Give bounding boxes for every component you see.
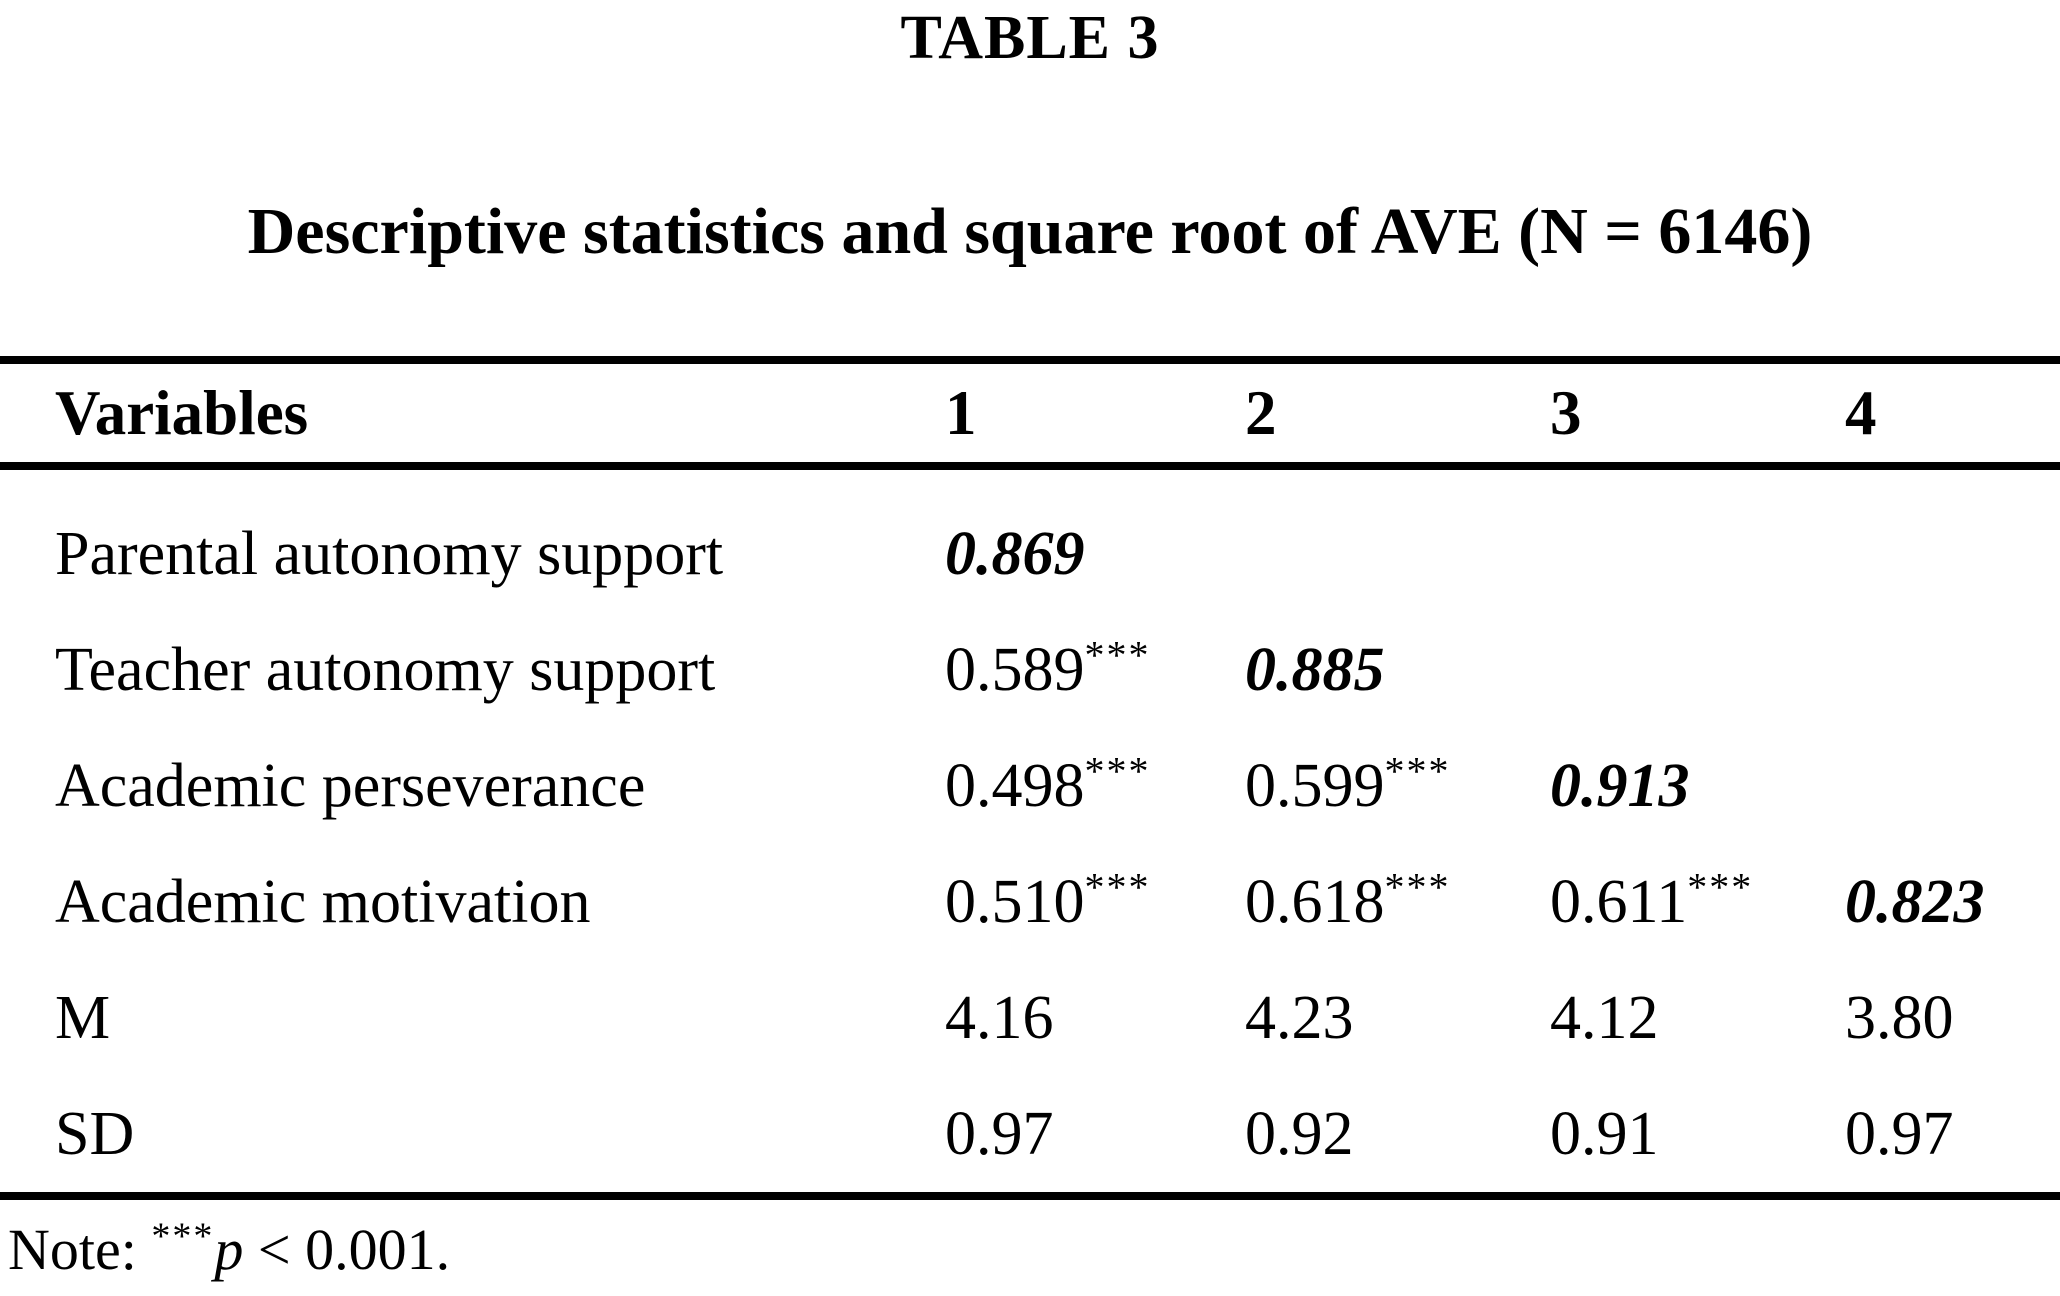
cell-value: 4.23 [1245,983,1354,1052]
table-cell: 0.618*** [1245,863,1550,938]
row-label: M [55,983,111,1052]
row-label: Academic motivation [55,867,591,936]
cell-value: 0.618 [1245,867,1385,936]
table-cell: 4.16 [945,983,1245,1054]
table-row: Academic perseverance 0.498*** 0.599*** … [0,728,2060,844]
table-cell: 0.823 [1845,867,2060,938]
note-threshold: < 0.001. [243,1217,451,1282]
table-cell: 4.23 [1245,983,1550,1054]
column-header-3: 3 [1550,377,1582,448]
table-cell: 0.91 [1550,1099,1845,1170]
cell-value: 0.589 [945,635,1085,704]
table-caption: Descriptive statistics and square root o… [247,195,1813,268]
column-header-variables: Variables [55,377,309,448]
significance-stars: *** [1084,631,1151,677]
table-cell: 0.97 [1845,1099,2060,1170]
table-cell: 0.510*** [945,863,1245,938]
table-cell: 0.869 [945,519,1245,590]
table-row: Academic motivation 0.510*** 0.618*** 0.… [0,844,2060,960]
table-row: Teacher autonomy support 0.589*** 0.885 [0,612,2060,728]
cell-value: 0.885 [1245,635,1385,704]
table-cell: 0.611*** [1550,863,1845,938]
header-row: Variables 1 2 3 4 [0,364,2060,462]
top-rule [0,356,2060,364]
cell-value: 0.913 [1550,751,1690,820]
row-label: Teacher autonomy support [55,635,716,704]
table-row: M 4.16 4.23 4.12 3.80 [0,960,2060,1076]
table-cell: 0.885 [1245,635,1550,706]
table-row: Parental autonomy support 0.869 [0,496,2060,612]
row-label: SD [55,1099,135,1168]
table-number-heading: TABLE 3 [900,4,1160,72]
column-header-1: 1 [945,377,977,448]
cell-value: 0.498 [945,751,1085,820]
cell-value: 3.80 [1845,983,1954,1052]
table-cell: 3.80 [1845,983,2060,1054]
table-cell: 4.12 [1550,983,1845,1054]
table-body: Parental autonomy support 0.869 Teacher … [0,470,2060,1192]
column-header-2: 2 [1245,377,1277,448]
table-note: Note: ***p < 0.001. [0,1212,2060,1288]
paper-table-figure: TABLE 3 Descriptive statistics and squar… [0,6,2060,1296]
cell-value: 0.869 [945,519,1085,588]
cell-value: 0.97 [945,1099,1054,1168]
cell-value: 0.92 [1245,1099,1354,1168]
table-cell: 0.589*** [945,631,1245,706]
cell-value: 4.12 [1550,983,1659,1052]
table-row: SD 0.97 0.92 0.91 0.97 [0,1076,2060,1192]
table-cell: 0.599*** [1245,747,1550,822]
note-prefix: Note: [8,1217,152,1282]
column-header-4: 4 [1845,377,1877,448]
cell-value: 0.91 [1550,1099,1659,1168]
cell-value: 0.97 [1845,1099,1954,1168]
p-symbol: p [214,1217,244,1282]
table-cell: 0.913 [1550,751,1845,822]
header-rule [0,462,2060,470]
significance-stars: *** [1384,747,1451,793]
cell-value: 4.16 [945,983,1054,1052]
significance-stars: *** [151,1215,215,1258]
table-cell: 0.97 [945,1099,1245,1170]
cell-value: 0.611 [1550,867,1688,936]
cell-value: 0.510 [945,867,1085,936]
significance-stars: *** [1687,863,1754,909]
row-label: Parental autonomy support [55,519,724,588]
table-cell: 0.498*** [945,747,1245,822]
cell-value: 0.823 [1845,867,1985,936]
significance-stars: *** [1084,863,1151,909]
table-cell: 0.92 [1245,1099,1550,1170]
cell-value: 0.599 [1245,751,1385,820]
significance-stars: *** [1384,863,1451,909]
significance-stars: *** [1084,747,1151,793]
bottom-rule [0,1192,2060,1200]
row-label: Academic perseverance [55,751,646,820]
